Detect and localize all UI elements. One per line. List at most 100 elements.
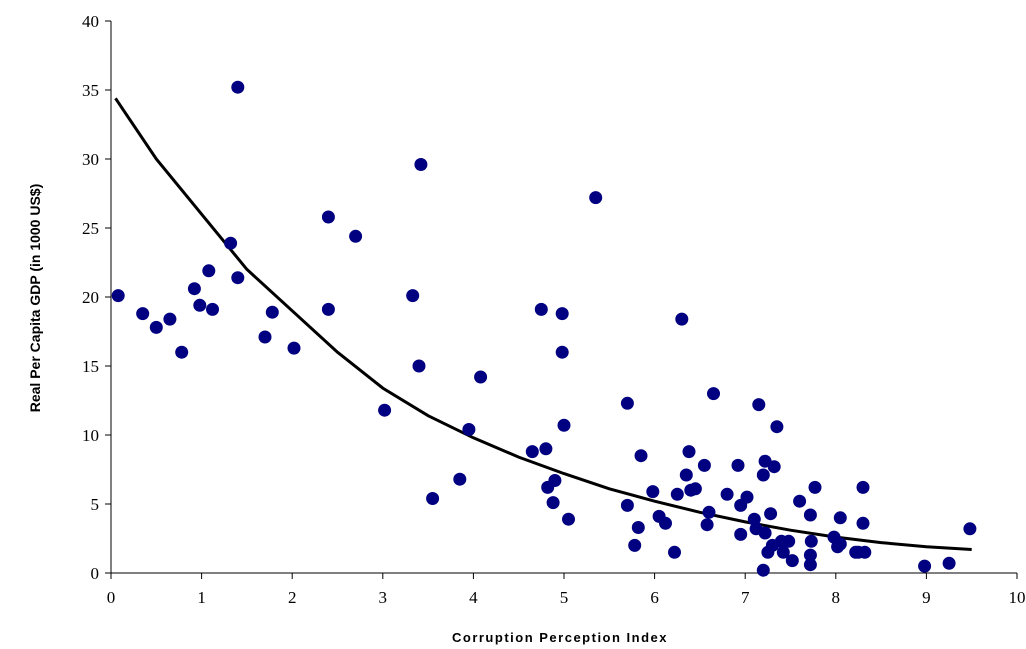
- data-point: [707, 387, 720, 401]
- data-point: [231, 271, 245, 285]
- data-point: [202, 264, 216, 278]
- data-point: [620, 396, 634, 410]
- data-point: [833, 511, 847, 525]
- data-point: [175, 345, 189, 359]
- data-point: [378, 403, 392, 417]
- data-point: [785, 554, 799, 568]
- data-point: [562, 512, 575, 526]
- data-point: [833, 537, 847, 551]
- data-point: [776, 545, 790, 559]
- x-tick-label: 2: [288, 588, 297, 607]
- x-tick-label: 4: [469, 588, 478, 607]
- data-point: [111, 289, 125, 303]
- plot-area: 0 1 2 3 4 5 6 7 8 9 10 0 5 10 15 20 25 30 35 40: [82, 12, 1026, 607]
- data-point: [539, 442, 553, 456]
- data-point: [793, 494, 807, 508]
- data-point: [782, 534, 796, 548]
- data-point: [702, 505, 716, 519]
- data-point: [758, 526, 772, 540]
- y-tick-label: 30: [82, 150, 99, 169]
- data-point: [808, 480, 822, 494]
- x-tick-label: 0: [107, 588, 116, 607]
- data-point: [462, 423, 476, 436]
- data-point: [918, 559, 932, 573]
- data-point: [149, 320, 163, 334]
- data-point: [163, 312, 177, 326]
- data-point: [858, 545, 872, 559]
- data-point: [349, 229, 363, 243]
- y-axis-title: Real Per Capita GDP (in 1000 US$): [27, 184, 43, 413]
- trend-line: [114, 97, 972, 551]
- data-point: [682, 445, 696, 459]
- data-point: [321, 210, 335, 224]
- data-point: [548, 474, 562, 487]
- data-point: [720, 487, 734, 501]
- data-point: [265, 305, 279, 319]
- data-point: [770, 420, 784, 434]
- y-tick-label: 20: [82, 288, 99, 307]
- x-axis-title: Corruption Perception Index: [452, 630, 668, 645]
- data-point: [767, 460, 781, 474]
- data-point: [187, 282, 201, 296]
- data-point: [668, 545, 681, 559]
- data-point: [321, 302, 335, 316]
- data-point: [963, 522, 977, 536]
- y-ticks: 0 5 10 15 20 25 30 35 40: [82, 12, 111, 583]
- data-point: [734, 527, 748, 541]
- data-point: [525, 445, 539, 459]
- y-tick-label: 0: [91, 564, 100, 583]
- data-point: [555, 307, 569, 321]
- x-tick-label: 3: [379, 588, 388, 607]
- data-point: [804, 534, 818, 548]
- data-point: [534, 302, 548, 316]
- y-tick-label: 5: [91, 495, 100, 514]
- y-tick-label: 15: [82, 357, 99, 376]
- data-point: [675, 312, 689, 326]
- data-point: [453, 472, 467, 486]
- data-point: [287, 341, 301, 355]
- data-point: [659, 516, 672, 530]
- data-point: [206, 302, 219, 316]
- data-point: [634, 449, 648, 463]
- data-point: [764, 507, 778, 521]
- x-tick-label: 6: [650, 588, 659, 607]
- data-point: [803, 558, 817, 572]
- data-point: [688, 482, 702, 496]
- x-ticks: 0 1 2 3 4 5 6 7 8 9 10: [107, 573, 1026, 607]
- data-point: [589, 191, 603, 205]
- y-tick-label: 40: [82, 12, 99, 31]
- data-point: [942, 556, 956, 570]
- y-tick-label: 10: [82, 426, 99, 445]
- data-point: [631, 521, 645, 534]
- x-tick-label: 5: [560, 588, 569, 607]
- data-point: [803, 548, 817, 562]
- data-point: [426, 492, 440, 505]
- data-point: [670, 487, 684, 501]
- data-point: [700, 518, 714, 532]
- data-point: [546, 496, 560, 510]
- x-tick-label: 10: [1009, 588, 1026, 607]
- data-point: [555, 345, 569, 359]
- data-point: [697, 458, 711, 472]
- x-tick-label: 7: [741, 588, 750, 607]
- data-point: [136, 307, 150, 321]
- data-point: [224, 236, 238, 250]
- data-point: [193, 298, 207, 312]
- data-point: [731, 458, 745, 472]
- data-point: [740, 490, 754, 504]
- data-point: [231, 80, 245, 94]
- data-point: [756, 563, 770, 577]
- data-point: [679, 468, 693, 482]
- x-tick-label: 8: [832, 588, 841, 607]
- x-tick-label: 1: [197, 588, 206, 607]
- data-point: [856, 480, 870, 494]
- data-point: [414, 158, 428, 171]
- y-tick-label: 35: [82, 81, 99, 100]
- data-point: [856, 516, 870, 530]
- data-point: [747, 512, 761, 526]
- x-tick-label: 9: [922, 588, 931, 607]
- data-point: [406, 289, 420, 303]
- y-tick-label: 25: [82, 219, 99, 238]
- data-point: [620, 498, 634, 512]
